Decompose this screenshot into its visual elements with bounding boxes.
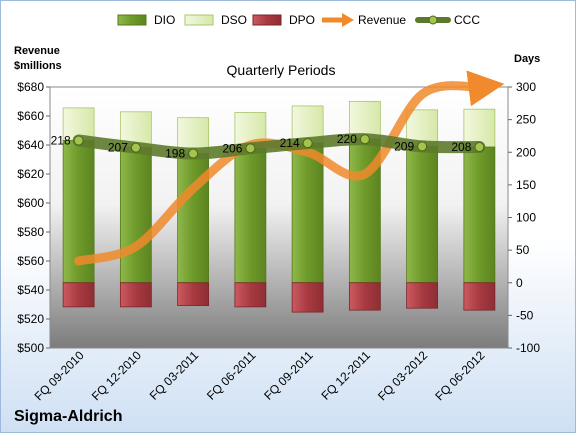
ccc-point bbox=[417, 141, 428, 152]
left-axis-title-line2: $millions bbox=[14, 60, 62, 72]
dpo-bar bbox=[348, 282, 381, 311]
ccc-point bbox=[73, 135, 84, 146]
left-tick-label: $500 bbox=[17, 341, 44, 355]
dio-bar bbox=[291, 142, 324, 284]
left-tick-label: $660 bbox=[17, 109, 44, 123]
dio-bar bbox=[119, 147, 152, 284]
ccc-data-label: 209 bbox=[394, 139, 414, 153]
chart-title: Quarterly Periods bbox=[227, 62, 336, 78]
right-tick-label: 150 bbox=[516, 178, 536, 192]
left-tick-label: $560 bbox=[17, 254, 44, 268]
right-tick-label: 100 bbox=[516, 211, 536, 225]
dpo-bar bbox=[463, 282, 496, 311]
dpo-bar bbox=[62, 282, 95, 308]
ccc-point bbox=[302, 138, 313, 149]
bars-layer bbox=[62, 100, 496, 313]
legend-label: CCC bbox=[454, 13, 480, 27]
dpo-bar bbox=[406, 282, 439, 309]
left-tick-label: $620 bbox=[17, 167, 44, 181]
ccc-data-label: 214 bbox=[280, 136, 300, 150]
ccc-point bbox=[474, 142, 485, 153]
ccc-data-label: 220 bbox=[337, 132, 357, 146]
dpo-bar bbox=[291, 282, 324, 313]
ccc-data-label: 208 bbox=[451, 140, 471, 154]
dio-bar bbox=[406, 145, 439, 284]
dpo-bar bbox=[177, 282, 210, 306]
right-axis-title: Days bbox=[514, 53, 540, 65]
ccc-data-label: 218 bbox=[51, 134, 71, 148]
legend-swatch-dpo bbox=[252, 14, 282, 26]
legend-label: DPO bbox=[289, 13, 315, 27]
left-tick-label: $600 bbox=[17, 196, 44, 210]
left-tick-label: $580 bbox=[17, 225, 44, 239]
legend-swatch-dio bbox=[117, 14, 147, 26]
legend-swatch-dso bbox=[184, 14, 214, 26]
left-axis-title-line1: Revenue bbox=[14, 45, 60, 57]
dio-bar bbox=[463, 146, 496, 284]
ccc-data-label: 206 bbox=[222, 141, 242, 155]
company-name: Sigma-Aldrich bbox=[14, 408, 122, 425]
legend-label: DIO bbox=[154, 13, 175, 27]
dso-bar bbox=[348, 100, 381, 140]
ccc-point bbox=[359, 134, 370, 145]
left-axis: $500 $520 $540 $560 $580 $600 $620 $640 $660 $680 bbox=[17, 80, 50, 355]
left-tick-label: $640 bbox=[17, 138, 44, 152]
dpo-bar bbox=[234, 282, 267, 308]
right-tick-label: -50 bbox=[516, 308, 534, 322]
ccc-data-label: 198 bbox=[165, 147, 185, 161]
ccc-point bbox=[245, 143, 256, 154]
ccc-data-label: 207 bbox=[108, 141, 128, 155]
right-tick-label: -100 bbox=[516, 341, 540, 355]
plot-area bbox=[49, 86, 509, 349]
legend-label: Revenue bbox=[358, 13, 406, 27]
legend-arrowhead-revenue bbox=[342, 13, 354, 27]
dio-bar bbox=[234, 147, 267, 284]
left-tick-label: $540 bbox=[17, 283, 44, 297]
right-tick-label: 250 bbox=[516, 113, 536, 127]
right-tick-label: 50 bbox=[516, 243, 530, 257]
dso-bar bbox=[463, 108, 496, 148]
legend-marker-ccc bbox=[428, 15, 438, 25]
legend-label: DSO bbox=[221, 13, 247, 27]
left-tick-label: $680 bbox=[17, 80, 44, 94]
right-tick-label: 0 bbox=[516, 276, 523, 290]
right-tick-label: 200 bbox=[516, 145, 536, 159]
right-axis: -100 -50 0 50 100 150 200 250 300 bbox=[508, 80, 540, 355]
right-tick-label: 300 bbox=[516, 80, 536, 94]
legend: DIO DSO DPO Revenue CCC bbox=[117, 13, 480, 27]
ccc-point bbox=[188, 148, 199, 159]
dpo-bar bbox=[119, 282, 152, 308]
ccc-point bbox=[130, 142, 141, 153]
left-tick-label: $520 bbox=[17, 312, 44, 326]
ccc-layer: 218 207 198 206 214 220 209 208 bbox=[51, 132, 486, 161]
